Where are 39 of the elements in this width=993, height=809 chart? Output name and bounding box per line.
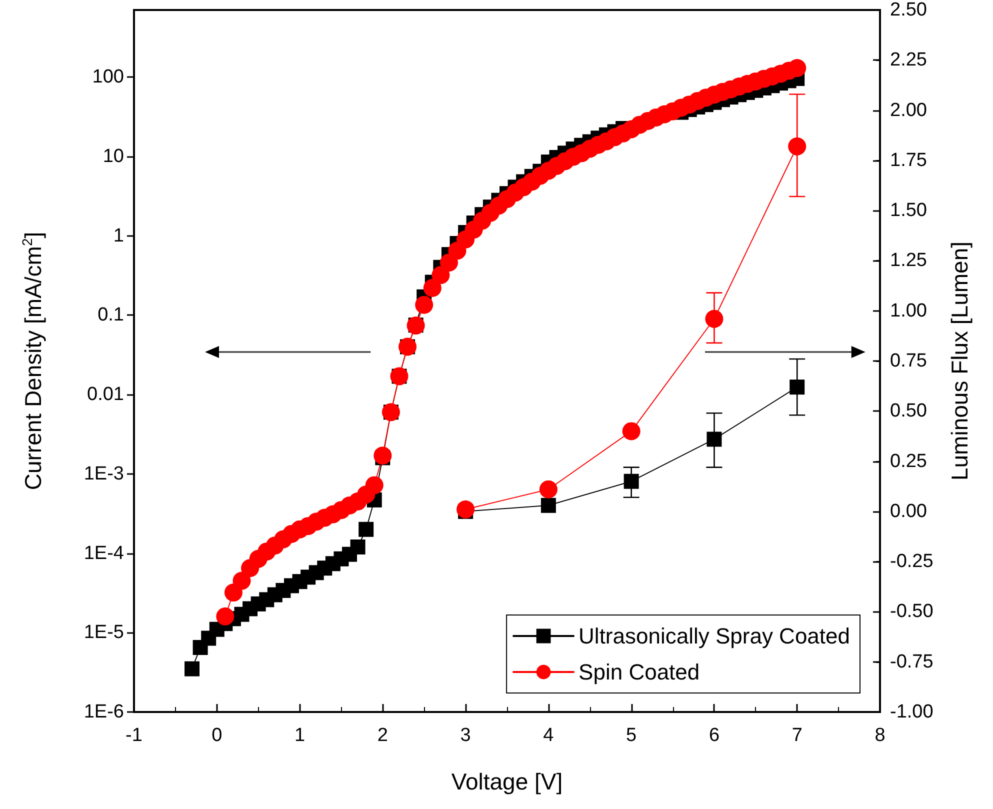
x-tick-label: 7 [792,725,802,746]
y2-tick-label: -0.75 [890,651,934,672]
legend-label: Spin Coated [578,660,700,684]
y2-tick-label: 2.50 [890,0,927,20]
y-tick-label: 1E-4 [84,542,124,564]
x-tick-label: 2 [377,725,388,746]
legend-label: Ultrasonically Spray Coated [578,624,850,648]
y-tick-label: 0.1 [98,304,124,326]
x-tick-label: 8 [874,725,886,746]
y2-tick-label: 1.00 [890,300,927,322]
y-tick-label: 10 [102,146,124,167]
y2-tick-label: 2.00 [890,100,927,121]
x-tick-label: 1 [294,725,306,746]
x-tick-label: 6 [708,725,720,746]
y-axis-title: Current Density [mA/cm2] [19,232,46,490]
y-tick-label: 1E-6 [84,702,124,722]
y-tick-label: 100 [92,66,124,88]
y2-tick-label: 2.25 [890,50,927,71]
x-axis-title: Voltage [V] [451,768,563,794]
y2-tick-label: 1.50 [890,200,927,222]
x-tick-label: 3 [460,725,471,746]
y2-tick-label: -1.00 [890,702,934,722]
y2-tick-label: 1.25 [890,250,927,272]
y-tick-label: 1E-5 [84,622,124,644]
y2-tick-label: -0.50 [890,601,934,622]
y2-tick-label: 1.75 [890,150,927,171]
y2-tick-label: -0.25 [890,551,934,572]
y2-tick-label: 0.75 [890,350,927,372]
y2-axis-title: Luminous Flux [Lumen] [946,241,972,481]
x-tick-label: 0 [212,725,222,746]
y-tick-label: 0.01 [87,384,124,406]
y2-tick-label: 0.50 [890,400,927,422]
x-tick-label: 5 [626,725,637,746]
y2-tick-label: 0.00 [890,500,927,522]
y2-tick-label: 0.25 [890,450,927,472]
y-tick-label: 1E-3 [84,463,124,484]
x-tick-label: 4 [543,725,554,746]
y-tick-label: 1 [113,225,124,246]
x-tick-label: -1 [126,725,142,746]
